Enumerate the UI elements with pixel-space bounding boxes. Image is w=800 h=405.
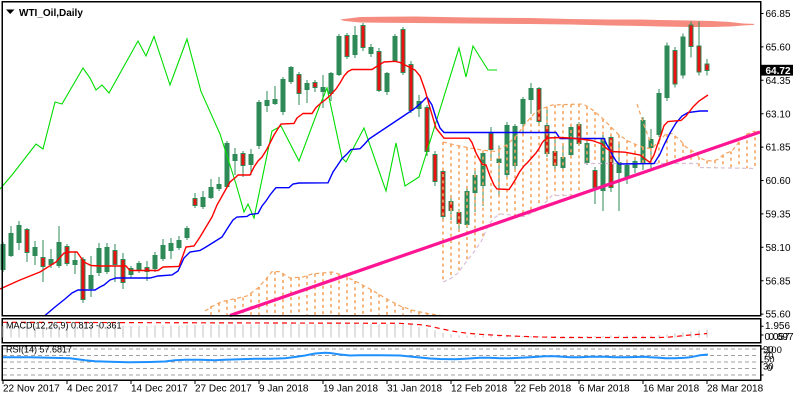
- svg-text:12 Feb 2018: 12 Feb 2018: [451, 384, 508, 395]
- svg-text:0.057: 0.057: [765, 332, 790, 343]
- svg-text:16 Mar 2018: 16 Mar 2018: [643, 384, 700, 395]
- svg-text:55.60: 55.60: [766, 310, 791, 321]
- svg-text:64.72: 64.72: [766, 66, 791, 77]
- svg-text:50: 50: [764, 355, 775, 366]
- svg-text:65.60: 65.60: [766, 43, 791, 54]
- svg-text:30: 30: [763, 362, 774, 373]
- svg-text:64.35: 64.35: [766, 76, 791, 87]
- svg-text:27 Dec 2017: 27 Dec 2017: [195, 384, 252, 395]
- svg-text:9 Jan 2018: 9 Jan 2018: [259, 384, 309, 395]
- svg-text:RSI(14) 57.6817: RSI(14) 57.6817: [6, 345, 72, 355]
- svg-text:22 Nov 2017: 22 Nov 2017: [3, 384, 60, 395]
- svg-text:59.35: 59.35: [766, 210, 791, 221]
- svg-text:66.85: 66.85: [766, 9, 791, 20]
- svg-text:61.85: 61.85: [766, 143, 791, 154]
- svg-text:6 Mar 2018: 6 Mar 2018: [579, 384, 630, 395]
- svg-text:MACD(12,26,9) 0.813 -0.361: MACD(12,26,9) 0.813 -0.361: [6, 321, 122, 331]
- svg-text:28 Mar 2018: 28 Mar 2018: [707, 384, 764, 395]
- svg-text:22 Feb 2018: 22 Feb 2018: [515, 384, 572, 395]
- svg-text:19 Jan 2018: 19 Jan 2018: [323, 384, 378, 395]
- svg-text:0.697: 0.697: [769, 332, 794, 343]
- svg-text:WTI_Oil,Daily: WTI_Oil,Daily: [19, 8, 83, 19]
- svg-text:90: 90: [763, 345, 774, 356]
- svg-text:0: 0: [767, 363, 772, 374]
- svg-text:1.956: 1.956: [765, 321, 790, 332]
- svg-text:56.85: 56.85: [766, 276, 791, 287]
- svg-text:63.10: 63.10: [766, 109, 791, 120]
- svg-text:4 Dec 2017: 4 Dec 2017: [67, 384, 119, 395]
- svg-text:60.60: 60.60: [766, 176, 791, 187]
- svg-text:31 Jan 2018: 31 Jan 2018: [387, 384, 442, 395]
- svg-text:58.10: 58.10: [766, 243, 791, 254]
- svg-text:14 Dec 2017: 14 Dec 2017: [131, 384, 188, 395]
- svg-text:100: 100: [766, 345, 782, 356]
- svg-text:70: 70: [763, 351, 774, 362]
